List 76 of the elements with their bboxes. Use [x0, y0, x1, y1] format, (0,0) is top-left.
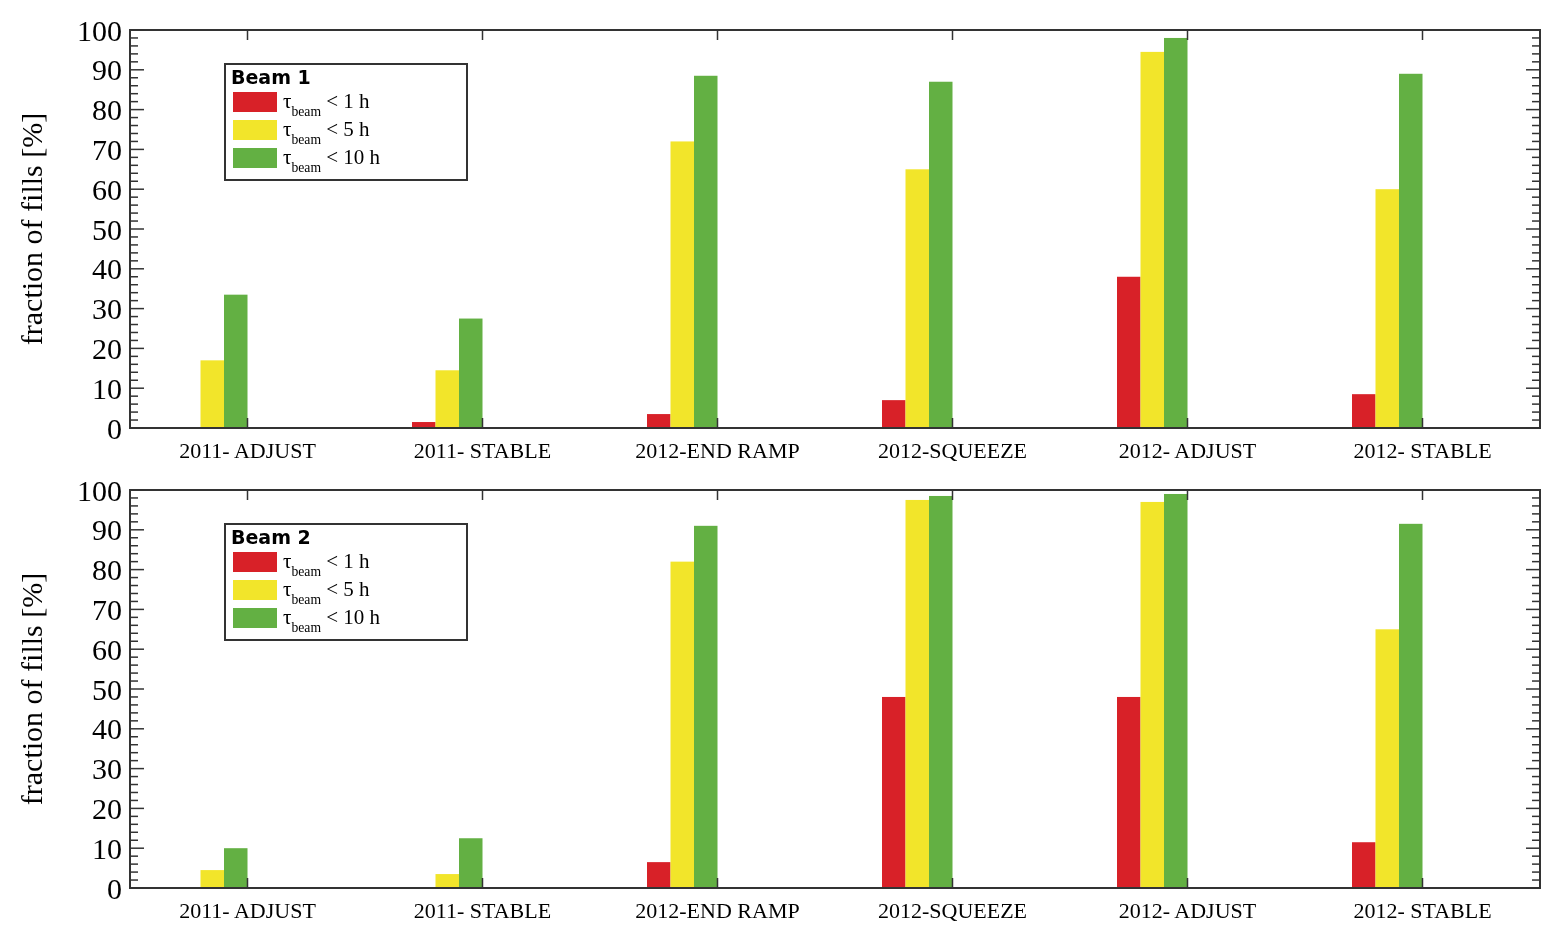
legend-title: Beam 1 — [231, 66, 311, 88]
bar — [670, 141, 694, 428]
y-tick-label: 30 — [92, 292, 122, 326]
y-tick-label: 20 — [92, 791, 122, 825]
bar — [1117, 696, 1141, 888]
x-tick-label: 2012-END RAMP — [635, 898, 800, 923]
y-tick-label: 80 — [92, 93, 122, 127]
bar — [435, 874, 459, 888]
bar — [200, 360, 224, 428]
bar — [224, 294, 248, 428]
x-tick-label: 2012- ADJUST — [1118, 898, 1257, 923]
y-tick-label: 80 — [92, 553, 122, 587]
x-tick-label: 2012-END RAMP — [635, 438, 800, 463]
legend-title: Beam 2 — [231, 526, 311, 548]
bar — [200, 870, 224, 888]
bar — [647, 862, 671, 888]
bar — [905, 499, 929, 888]
bar — [905, 169, 929, 428]
x-tick-label: 2012-SQUEEZE — [877, 898, 1028, 923]
y-tick-label: 70 — [92, 132, 122, 166]
bar — [1399, 523, 1423, 888]
bar — [224, 848, 248, 888]
bar — [1164, 493, 1188, 888]
y-tick-label: 60 — [92, 172, 122, 206]
y-tick-label: 100 — [77, 13, 122, 47]
bar — [1375, 189, 1399, 428]
bar — [670, 561, 694, 888]
y-tick-label: 40 — [92, 712, 122, 746]
legend-label: τ$_{beam}$ < 1 h — [283, 89, 371, 119]
x-tick-label: 2012- ADJUST — [1118, 438, 1257, 463]
y-tick-label: 10 — [92, 831, 122, 865]
y-tick-label: 50 — [92, 212, 122, 246]
y-tick-label: 70 — [92, 592, 122, 626]
y-tick-label: 90 — [92, 53, 122, 87]
x-tick-label: 2012- STABLE — [1353, 438, 1492, 463]
bar — [929, 81, 953, 428]
bar — [1352, 842, 1376, 888]
bar — [1140, 501, 1164, 888]
legend-label: τ$_{beam}$ < 10 h — [283, 145, 381, 175]
bar — [1399, 73, 1423, 428]
y-axis-title: fraction of fills [%] — [15, 112, 48, 346]
y-tick-label: 0 — [107, 411, 122, 445]
legend-label: τ$_{beam}$ < 5 h — [283, 117, 371, 147]
bar — [882, 696, 906, 888]
legend-label: τ$_{beam}$ < 1 h — [283, 549, 371, 579]
x-tick-label: 2012-SQUEEZE — [877, 438, 1028, 463]
x-tick-label: 2011- ADJUST — [179, 898, 317, 923]
y-tick-label: 0 — [107, 871, 122, 905]
bar — [459, 318, 483, 428]
bar — [1352, 394, 1376, 428]
legend-label: τ$_{beam}$ < 10 h — [283, 605, 381, 635]
y-tick-label: 40 — [92, 252, 122, 286]
bar — [694, 525, 718, 888]
x-tick-label: 2011- ADJUST — [179, 438, 317, 463]
bar — [647, 414, 671, 428]
y-tick-label: 60 — [92, 632, 122, 666]
y-tick-label: 90 — [92, 513, 122, 547]
y-tick-label: 30 — [92, 752, 122, 786]
bar — [1375, 629, 1399, 888]
bar — [882, 400, 906, 428]
bar — [929, 495, 953, 888]
legend-label: τ$_{beam}$ < 5 h — [283, 577, 371, 607]
bar — [694, 75, 718, 428]
y-tick-label: 50 — [92, 672, 122, 706]
bar — [1140, 51, 1164, 428]
bar — [1117, 276, 1141, 428]
bar — [435, 370, 459, 428]
x-tick-label: 2011- STABLE — [413, 438, 552, 463]
bar — [1164, 37, 1188, 428]
y-tick-label: 100 — [77, 473, 122, 507]
x-tick-label: 2011- STABLE — [413, 898, 552, 923]
bar — [459, 838, 483, 888]
x-tick-label: 2012- STABLE — [1353, 898, 1492, 923]
y-tick-label: 10 — [92, 371, 122, 405]
y-tick-label: 20 — [92, 331, 122, 365]
y-axis-title: fraction of fills [%] — [15, 572, 48, 806]
